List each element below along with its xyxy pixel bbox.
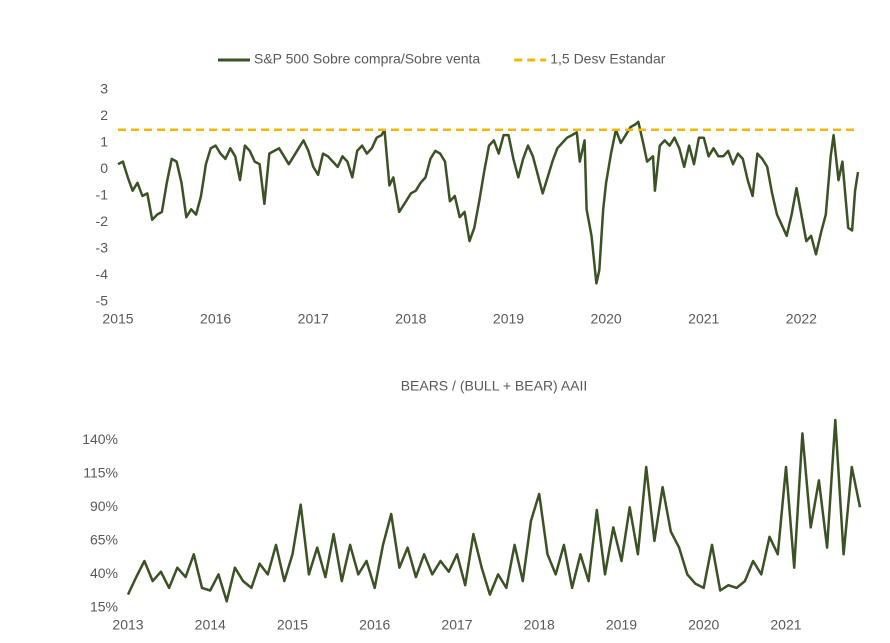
x-tick-label: 2016 <box>359 617 390 633</box>
x-tick-label: 2014 <box>195 617 226 633</box>
x-tick-label: 2019 <box>606 617 637 633</box>
y-tick-label: 0 <box>100 160 108 176</box>
x-tick-label: 2020 <box>591 311 622 327</box>
y-tick-label: 3 <box>100 81 108 97</box>
y-tick-label: -1 <box>96 187 109 203</box>
y-tick-label: 2 <box>100 107 108 123</box>
x-tick-label: 2015 <box>102 311 133 327</box>
x-tick-label: 2013 <box>112 617 143 633</box>
y-tick-label: 90% <box>90 498 118 514</box>
y-tick-label: 65% <box>90 532 118 548</box>
y-tick-label: -2 <box>96 213 109 229</box>
x-tick-label: 2018 <box>524 617 555 633</box>
x-tick-label: 2021 <box>688 311 719 327</box>
x-tick-label: 2022 <box>786 311 817 327</box>
x-tick-label: 2021 <box>770 617 801 633</box>
x-tick-label: 2017 <box>298 311 329 327</box>
x-tick-label: 2019 <box>493 311 524 327</box>
y-tick-label: 115% <box>83 464 118 480</box>
x-tick-label: 2015 <box>277 617 308 633</box>
data-line <box>126 418 862 603</box>
x-tick-label: 2020 <box>688 617 719 633</box>
chart-title: BEARS / (BULL + BEAR) AAII <box>401 378 588 394</box>
x-tick-label: 2018 <box>395 311 426 327</box>
y-tick-label: 1 <box>100 134 108 150</box>
legend-label: 1,5 Desv Estandar <box>550 51 666 67</box>
x-tick-label: 2017 <box>441 617 472 633</box>
x-tick-label: 2016 <box>200 311 231 327</box>
legend-label: S&P 500 Sobre compra/Sobre venta <box>254 51 480 67</box>
y-tick-label: 15% <box>90 599 118 615</box>
data-line <box>117 120 860 285</box>
y-tick-label: -5 <box>96 293 109 309</box>
y-tick-label: -4 <box>96 266 109 282</box>
y-tick-label: 140% <box>82 431 118 447</box>
y-tick-label: 40% <box>90 565 118 581</box>
y-tick-label: -3 <box>96 240 109 256</box>
